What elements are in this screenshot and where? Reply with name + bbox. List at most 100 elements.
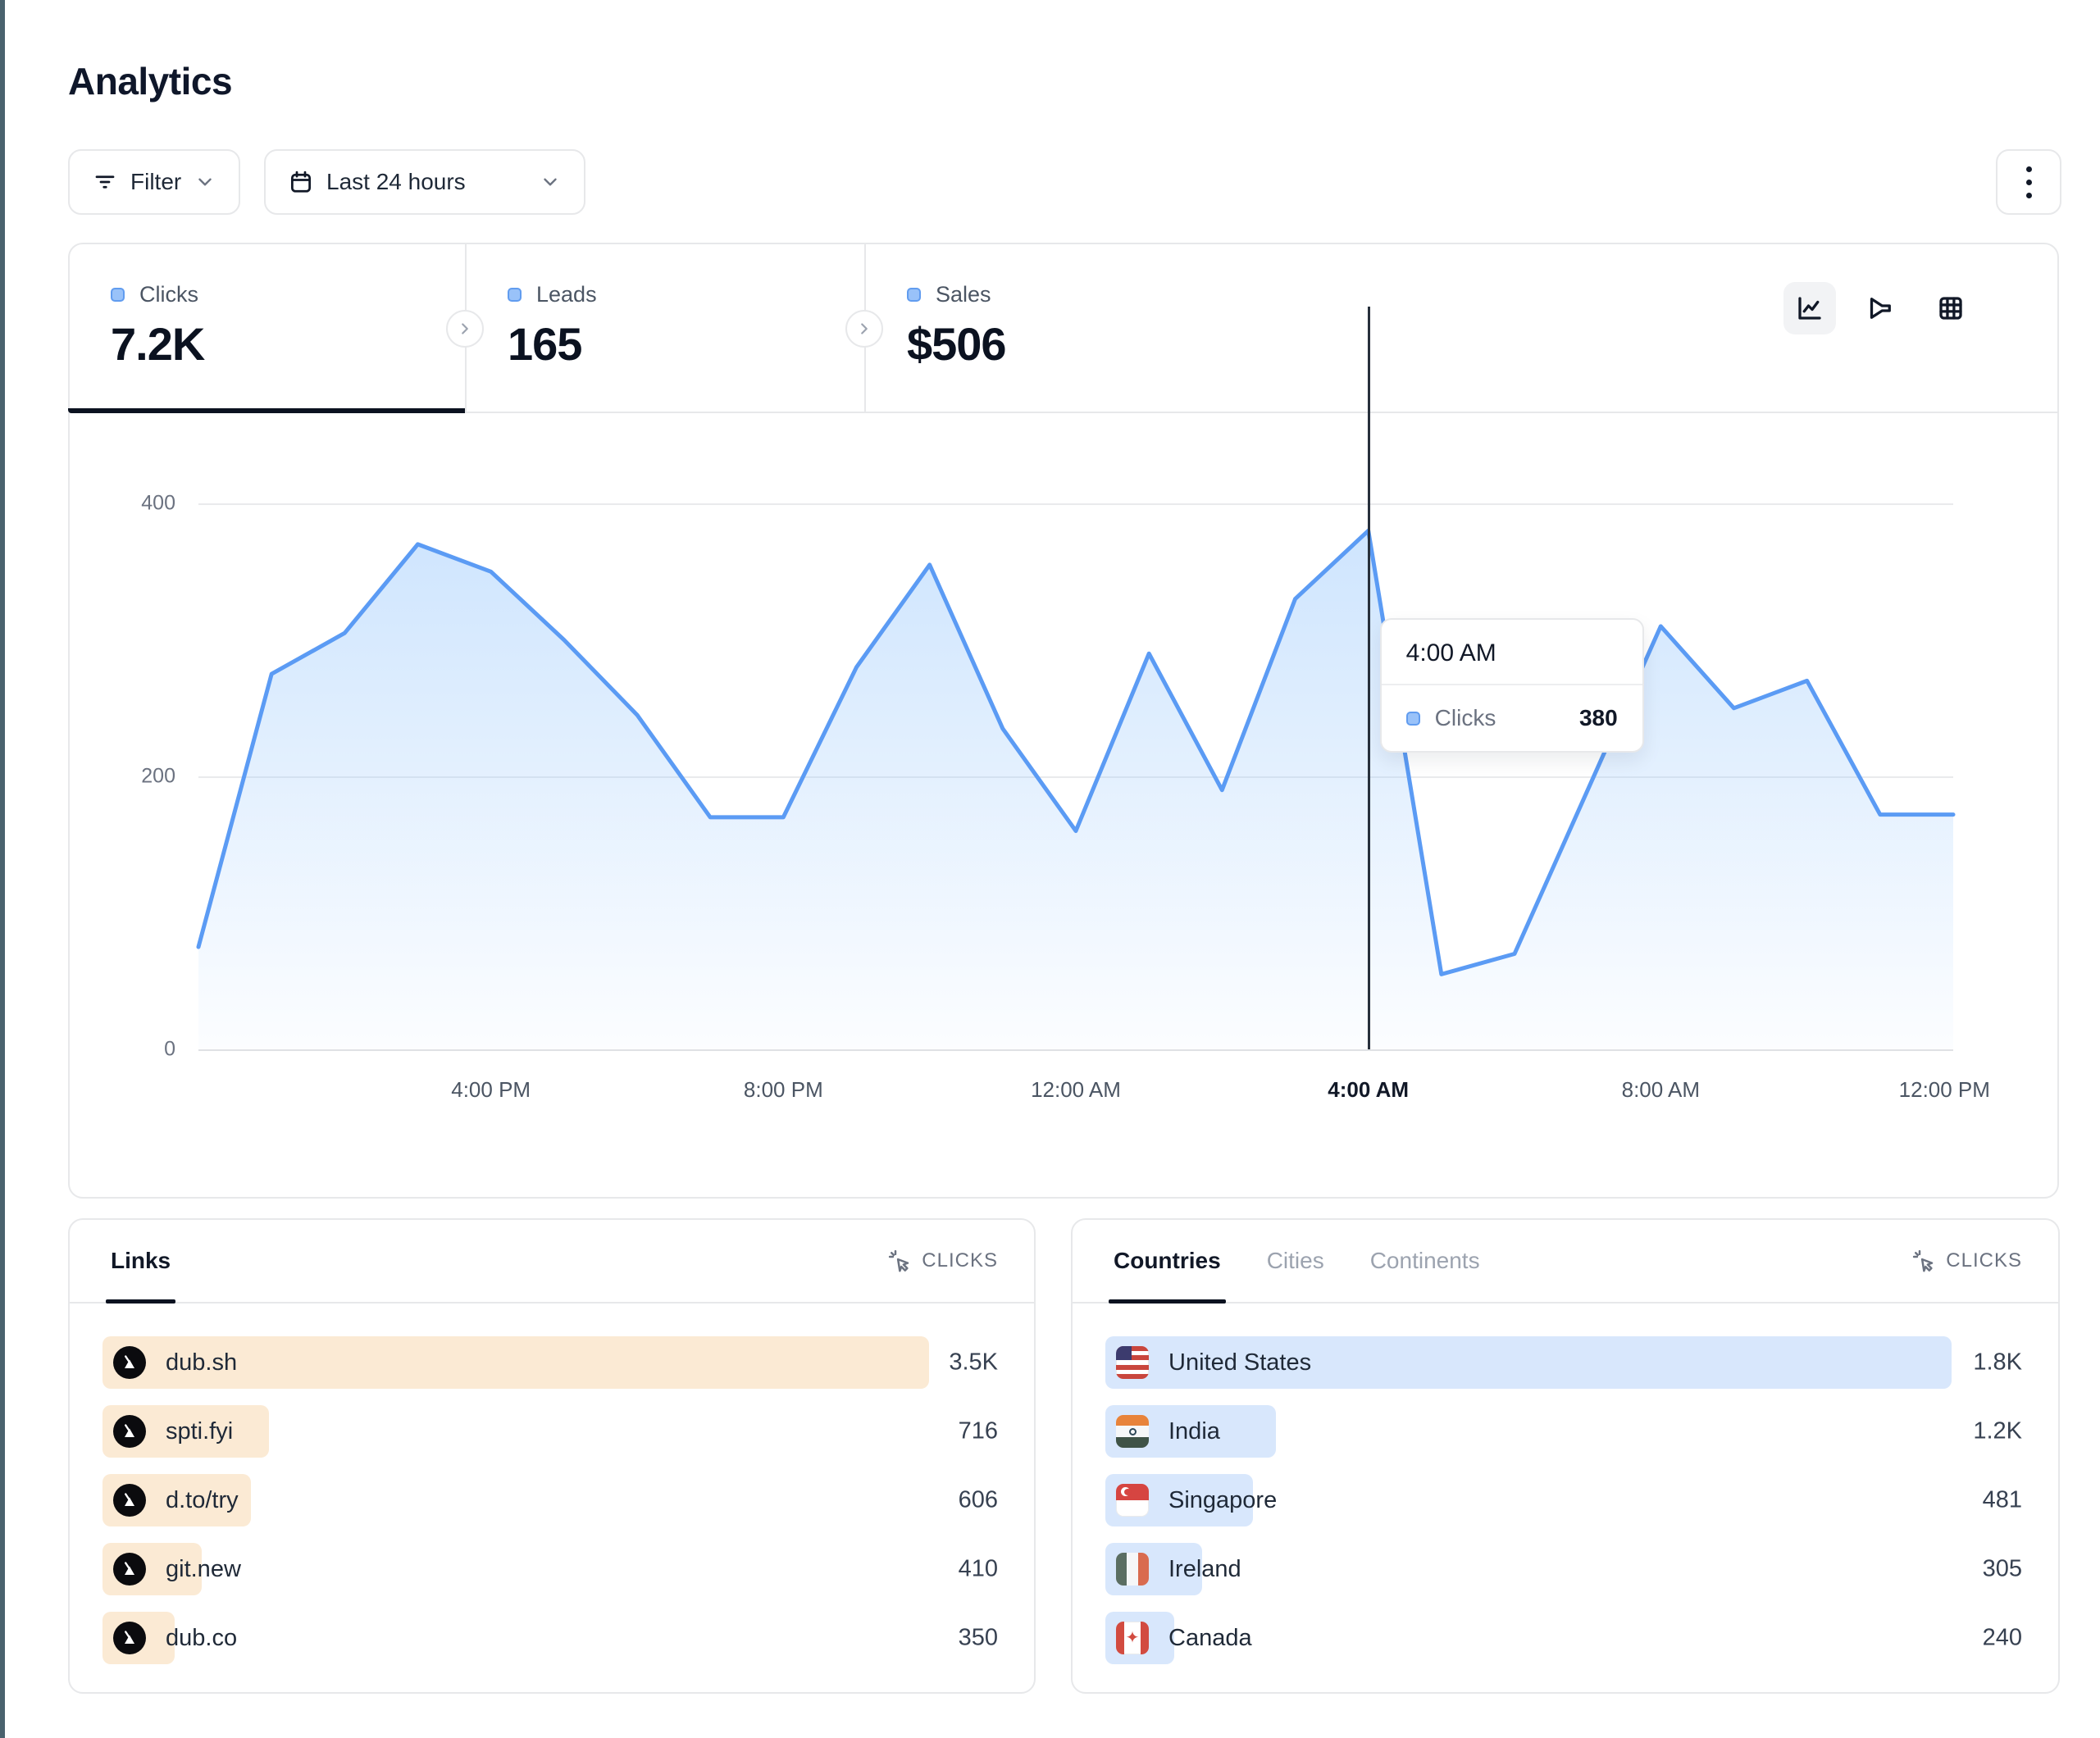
link-label: dub.co — [166, 1624, 238, 1651]
link-clicks-value: 716 — [958, 1417, 998, 1445]
india-flag-icon — [1116, 1415, 1149, 1448]
clicks-value: 7.2K — [111, 318, 205, 370]
geo-panel: Countries Cities Continents CLICKS — [1071, 1218, 2060, 1694]
country-row[interactable]: Ireland 305 — [1105, 1543, 2025, 1595]
link-clicks-value: 350 — [958, 1624, 998, 1651]
link-clicks-value: 606 — [958, 1486, 998, 1513]
line-chart-view-button[interactable] — [1783, 282, 1836, 334]
more-options-button[interactable] — [1996, 149, 2061, 215]
y-tick-200: 200 — [141, 764, 175, 788]
clicks-timeseries-chart[interactable]: 400 200 0 4:00 AM Clicks — [141, 307, 1990, 1102]
date-range-label: Last 24 hours — [326, 169, 466, 194]
country-row-bar — [1105, 1336, 1952, 1389]
link-row[interactable]: d.to/try 606 — [102, 1474, 1001, 1526]
link-row[interactable]: git.new 410 — [102, 1543, 1001, 1595]
link-label: dub.sh — [166, 1349, 238, 1376]
country-clicks-value: 240 — [1982, 1624, 2022, 1651]
country-label: Canada — [1168, 1624, 1252, 1651]
filter-button-label: Filter — [130, 169, 182, 194]
x-axis-line — [198, 1049, 1953, 1051]
leads-legend-chip — [508, 288, 522, 302]
link-clicks-value: 3.5K — [949, 1349, 998, 1376]
x-tick-12am: 12:00 AM — [1031, 1077, 1121, 1102]
link-row[interactable]: dub.co 350 — [102, 1612, 1001, 1664]
country-row[interactable]: India 1.2K — [1105, 1405, 2025, 1458]
tab-cities-label: Cities — [1266, 1248, 1324, 1273]
tab-countries-label: Countries — [1114, 1248, 1221, 1273]
country-label: Singapore — [1168, 1486, 1278, 1513]
chevron-right-icon — [861, 323, 868, 334]
country-label: India — [1168, 1417, 1220, 1445]
geo-rows: United States 1.8K India 1.2K Singapore … — [1073, 1304, 2058, 1664]
date-range-button[interactable]: Last 24 hours — [264, 149, 585, 215]
sales-label: Sales — [936, 282, 991, 307]
dub-logo-icon — [113, 1415, 146, 1448]
page-title: Analytics — [68, 60, 233, 102]
expand-leads-button[interactable] — [845, 310, 883, 348]
funnel-view-button[interactable] — [1854, 282, 1906, 334]
area-fill-path — [198, 530, 1953, 1049]
x-tick-4pm: 4:00 PM — [451, 1077, 531, 1102]
link-label: d.to/try — [166, 1486, 239, 1513]
link-row[interactable]: dub.sh 3.5K — [102, 1336, 1001, 1389]
geo-panel-header: Countries Cities Continents CLICKS — [1073, 1220, 2058, 1304]
link-label: git.new — [166, 1555, 241, 1582]
geo-metric-header[interactable]: CLICKS — [1911, 1249, 2022, 1273]
tab-clicks[interactable]: Clicks 7.2K — [68, 244, 465, 413]
links-panel: Links CLICKS dub.sh 3.5K — [68, 1218, 1036, 1694]
chevron-down-icon — [194, 171, 216, 193]
sales-legend-chip — [907, 288, 921, 302]
clicks-legend-chip — [111, 288, 125, 302]
leads-label: Leads — [536, 282, 597, 307]
links-metric-header[interactable]: CLICKS — [887, 1249, 998, 1273]
clicks-label: Clicks — [139, 282, 198, 307]
chevron-down-icon — [540, 171, 561, 193]
area-chart-svg — [196, 528, 1956, 1049]
link-row[interactable]: spti.fyi 716 — [102, 1405, 1001, 1458]
tab-countries[interactable]: Countries — [1109, 1220, 1226, 1304]
tab-continents-label: Continents — [1369, 1248, 1480, 1273]
country-clicks-value: 1.8K — [1973, 1349, 2022, 1376]
tab-links-label: Links — [111, 1248, 171, 1273]
country-clicks-value: 481 — [1982, 1486, 2022, 1513]
line-chart-icon — [1798, 297, 1821, 320]
links-rows: dub.sh 3.5K spti.fyi 716 — [70, 1304, 1034, 1664]
chart-type-switcher — [1783, 282, 1977, 334]
link-row-bar — [102, 1336, 930, 1389]
country-row[interactable]: United States 1.8K — [1105, 1336, 2025, 1389]
funnel-icon — [1870, 298, 1891, 319]
us-flag-icon — [1116, 1346, 1149, 1379]
country-row[interactable]: ✦ Canada 240 — [1105, 1612, 2025, 1664]
dub-logo-icon — [113, 1622, 146, 1654]
chart-tooltip: 4:00 AM Clicks 380 — [1379, 618, 1644, 753]
analytics-card: Clicks 7.2K Leads 165 Sales $506 — [68, 243, 2059, 1199]
tab-sales[interactable]: Sales $506 — [864, 244, 1264, 412]
expand-clicks-button[interactable] — [446, 310, 484, 348]
tab-continents[interactable]: Continents — [1365, 1220, 1485, 1302]
canada-flag-icon: ✦ — [1116, 1622, 1149, 1654]
country-clicks-value: 305 — [1982, 1555, 2022, 1582]
filter-icon — [93, 170, 117, 194]
window-edge-strip — [0, 0, 5, 1738]
sales-value: $506 — [907, 318, 1007, 370]
country-label: Ireland — [1168, 1555, 1241, 1582]
tab-cities[interactable]: Cities — [1262, 1220, 1329, 1302]
tab-leads[interactable]: Leads 165 — [465, 244, 864, 412]
kebab-menu-icon — [2025, 166, 2032, 172]
gridline-400 — [198, 503, 1953, 505]
cursor-click-icon — [889, 1249, 909, 1272]
ireland-flag-icon — [1116, 1553, 1149, 1586]
x-tick-4am: 4:00 AM — [1328, 1077, 1410, 1102]
country-clicks-value: 1.2K — [1973, 1417, 2022, 1445]
y-tick-0: 0 — [164, 1037, 175, 1061]
hover-crosshair-line — [1367, 307, 1370, 1049]
link-clicks-value: 410 — [958, 1555, 998, 1582]
tab-links[interactable]: Links — [106, 1220, 176, 1304]
geo-metric-header-label: CLICKS — [1946, 1249, 2022, 1272]
tooltip-metric-label: Clicks — [1434, 705, 1496, 730]
filter-button[interactable]: Filter — [68, 149, 241, 215]
calendar-icon — [289, 170, 313, 194]
table-view-button[interactable] — [1925, 282, 1977, 334]
singapore-flag-icon — [1116, 1484, 1149, 1517]
country-row[interactable]: Singapore 481 — [1105, 1474, 2025, 1526]
